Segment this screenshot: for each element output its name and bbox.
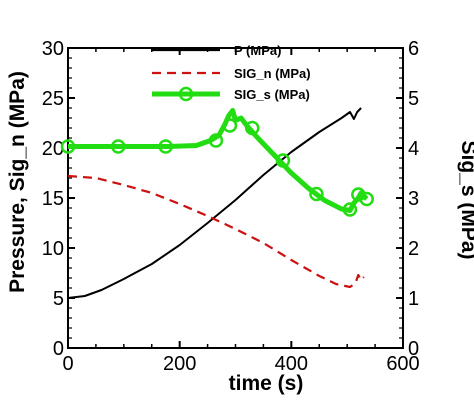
y-right-tick-label: 3 bbox=[408, 188, 419, 210]
x-tick-label: 400 bbox=[275, 353, 308, 375]
series-marker bbox=[275, 153, 291, 168]
series-marker bbox=[111, 139, 126, 154]
y-axis-title-right: Sig_s (MPa) bbox=[457, 140, 474, 259]
y-left-tick-label: 0 bbox=[53, 338, 64, 360]
y-left-tick-label: 30 bbox=[42, 38, 64, 60]
y-left-tick-label: 25 bbox=[42, 88, 64, 110]
legend-marker bbox=[178, 86, 194, 102]
series-line-1 bbox=[67, 107, 362, 299]
y-right-tick-label: 6 bbox=[408, 38, 419, 60]
y-right-tick-label: 5 bbox=[408, 88, 419, 110]
series-line-2 bbox=[67, 174, 365, 289]
x-axis-title: time (s) bbox=[229, 372, 304, 395]
x-tick-label: 0 bbox=[62, 353, 73, 375]
series-marker bbox=[359, 191, 374, 207]
x-tick-label: 600 bbox=[386, 353, 419, 375]
y-right-tick-label: 4 bbox=[408, 138, 419, 160]
series-marker bbox=[309, 186, 324, 202]
y-left-tick-label: 15 bbox=[42, 188, 64, 210]
series-marker bbox=[208, 133, 224, 148]
series-marker bbox=[245, 120, 260, 136]
y-left-tick-label: 10 bbox=[42, 238, 64, 260]
y-left-tick-label: 20 bbox=[42, 138, 64, 160]
legend-label-3: SIG_s (MPa) bbox=[234, 87, 310, 102]
series-marker bbox=[158, 139, 173, 154]
series-marker bbox=[342, 202, 358, 217]
series-line-3 bbox=[68, 108, 369, 213]
y-right-tick-label: 1 bbox=[408, 288, 419, 310]
y-right-tick-label: 2 bbox=[408, 238, 419, 260]
y-axis-title-left: Pressure, Sig_n (MPa) bbox=[6, 71, 29, 293]
y-right-tick-label: 0 bbox=[408, 338, 419, 360]
series-marker bbox=[222, 118, 238, 133]
legend-label-2: SIG_n (MPa) bbox=[234, 66, 311, 81]
series-marker bbox=[60, 139, 76, 154]
legend-label-1: P (MPa) bbox=[234, 43, 281, 58]
y-left-tick-label: 5 bbox=[53, 288, 64, 310]
x-tick-label: 200 bbox=[163, 353, 196, 375]
